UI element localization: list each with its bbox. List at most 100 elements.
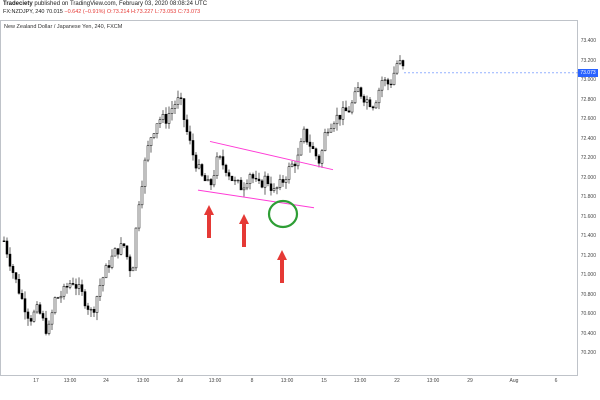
candle-body	[164, 113, 168, 124]
candle	[29, 315, 33, 326]
lower-trendline[interactable]	[197, 189, 315, 209]
candle	[221, 149, 225, 170]
candle	[134, 227, 138, 272]
author-name[interactable]: Tradeciety	[3, 1, 33, 7]
candle	[107, 259, 111, 273]
candle-body	[245, 183, 249, 189]
candle	[11, 264, 15, 279]
x-tick-label: 8	[250, 378, 254, 384]
candle-body	[203, 175, 207, 182]
candle-body	[383, 79, 387, 81]
candle	[308, 134, 312, 153]
candle-body	[257, 178, 261, 182]
candle-body	[53, 297, 57, 314]
candle	[128, 254, 132, 278]
candle-body	[302, 128, 306, 142]
candle	[278, 174, 282, 191]
candle	[188, 125, 192, 145]
candle	[332, 121, 336, 132]
candle	[137, 201, 141, 232]
candle-body	[89, 309, 93, 311]
y-tick-label: 72.400	[580, 135, 596, 142]
candle	[257, 172, 261, 185]
candle-body	[215, 156, 219, 177]
candle	[38, 302, 42, 315]
candle-body	[347, 110, 351, 113]
candle-body	[65, 285, 69, 288]
candle	[365, 95, 369, 110]
candle	[173, 100, 177, 114]
candle-body	[173, 104, 177, 109]
candle	[311, 142, 315, 150]
candle-body	[329, 128, 333, 133]
candle	[401, 59, 405, 70]
upper-trendline[interactable]	[209, 140, 334, 171]
x-tick-label: 13:00	[426, 378, 440, 384]
candle-body	[182, 98, 186, 120]
up-arrow-annotation[interactable]	[277, 250, 287, 283]
candle-body	[11, 266, 15, 273]
x-tick-label: 24	[103, 378, 109, 384]
candle	[329, 123, 333, 133]
candle	[371, 105, 375, 111]
candle	[230, 175, 234, 182]
candle-body	[80, 284, 84, 292]
candle	[80, 279, 84, 296]
candle	[287, 162, 291, 184]
candle	[125, 245, 129, 260]
candle	[32, 309, 36, 323]
candle	[212, 169, 216, 188]
candle	[395, 60, 399, 75]
candle	[113, 247, 117, 257]
candle-body	[353, 91, 357, 104]
candle-body	[68, 283, 72, 288]
candle-body	[269, 183, 273, 191]
candle-body	[272, 188, 276, 191]
candle	[182, 98, 186, 128]
x-tick-label: 13:00	[353, 378, 367, 384]
candle-body	[374, 102, 378, 109]
candle	[254, 170, 258, 183]
candle	[335, 107, 339, 131]
change-value: −0.642 (−0.91%)	[64, 9, 106, 15]
ohlc-values: O:73.214 H:73.227 L:73.053 C:73.073	[106, 9, 201, 15]
candle-body	[248, 174, 252, 184]
candle	[122, 243, 126, 249]
candle	[236, 179, 240, 184]
candle	[200, 163, 204, 177]
candle-body	[149, 137, 153, 146]
candle-body	[386, 79, 390, 85]
candle	[269, 176, 273, 196]
candle-body	[38, 304, 42, 314]
up-arrow-annotation[interactable]	[204, 205, 214, 238]
candle	[377, 87, 381, 110]
candle-body	[137, 204, 141, 229]
highlight-circle[interactable]	[267, 199, 299, 229]
candle	[314, 147, 318, 160]
candle	[68, 279, 72, 290]
candle-body	[365, 99, 369, 103]
up-arrow-annotation[interactable]	[239, 214, 249, 247]
candle	[224, 163, 228, 177]
open-value: 70.015	[46, 9, 63, 15]
candle	[260, 179, 264, 189]
candle-body	[59, 295, 63, 299]
candle	[74, 278, 78, 296]
candle-body	[323, 132, 327, 151]
candle	[344, 100, 348, 112]
plot-area[interactable]	[0, 20, 578, 376]
candle	[203, 172, 207, 182]
candle-body	[251, 174, 255, 179]
candle-body	[14, 272, 18, 280]
candle	[158, 116, 162, 128]
last-price-tag: 73.073	[578, 68, 598, 77]
price-chart[interactable]	[0, 20, 578, 376]
candle	[194, 152, 198, 172]
published-text: published on TradingView.com, February 0…	[34, 1, 208, 7]
candle	[251, 172, 255, 184]
symbol-label: FX:NZDJPY, 240	[3, 9, 45, 15]
y-tick-label: 71.400	[580, 233, 596, 239]
candle	[275, 186, 279, 195]
candle	[392, 66, 396, 86]
